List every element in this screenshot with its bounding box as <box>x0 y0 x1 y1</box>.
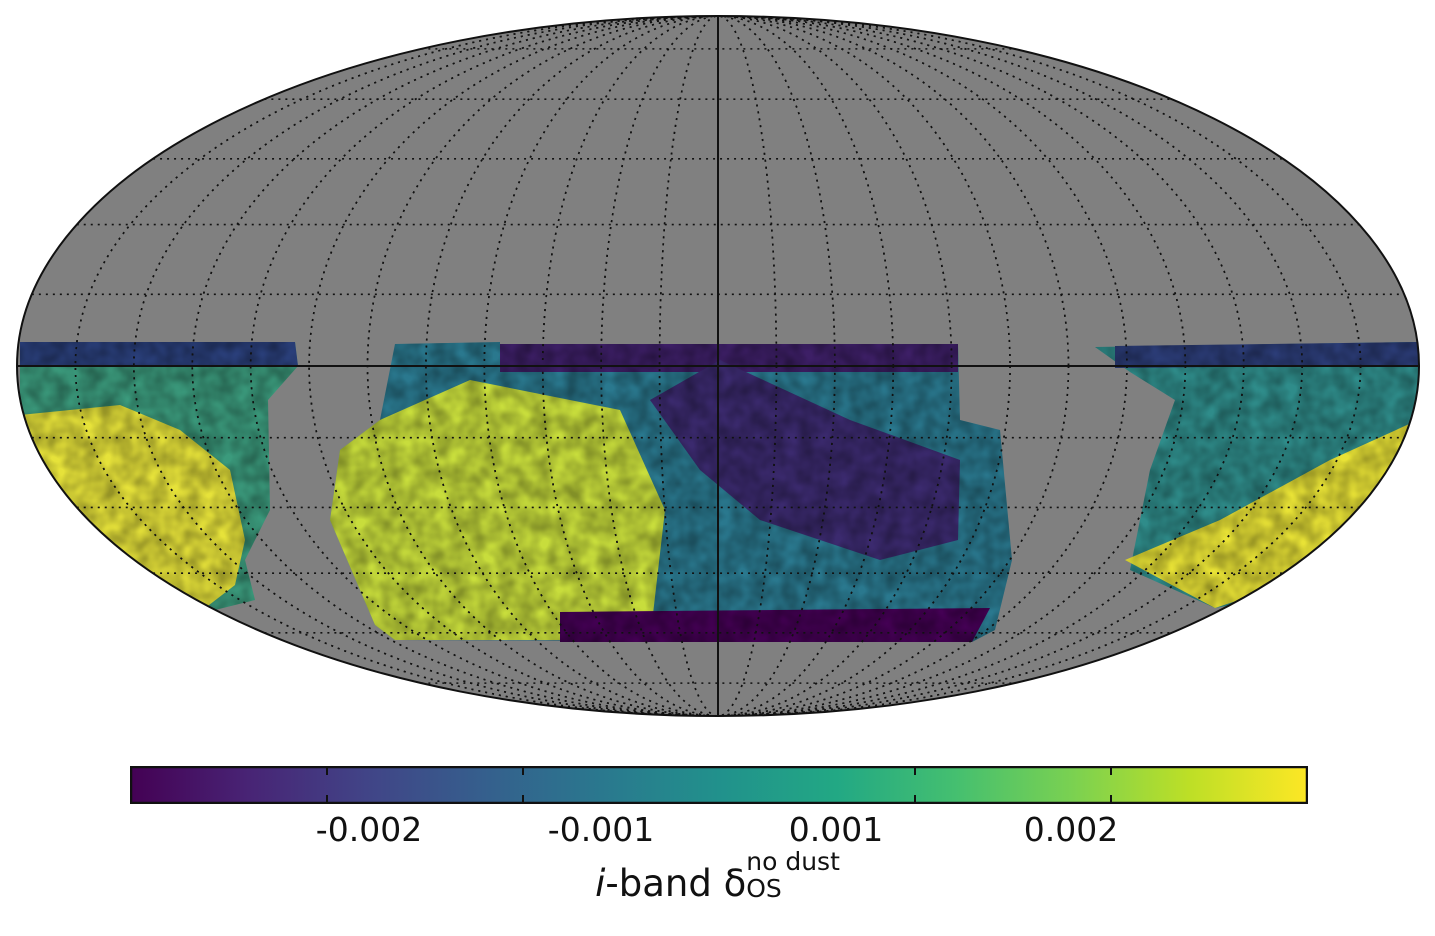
colorbar-label-sup: no dust <box>746 846 840 876</box>
colorbar-tick-label: -0.001 <box>547 810 655 849</box>
colorbar-label-sub: OS <box>746 873 782 903</box>
colorbar-label-text: -band δ <box>605 862 747 905</box>
colorbar <box>130 766 1308 804</box>
colorbar-ticks <box>326 767 1112 803</box>
map-border <box>16 15 1420 717</box>
colorbar-label: i-band δ no dust OS <box>0 849 1435 906</box>
colorbar-tick-label: 0.002 <box>1023 810 1119 849</box>
colorbar-label-band: i <box>595 862 606 905</box>
colorbar-tick-label: -0.002 <box>315 810 423 849</box>
colorbar-gradient <box>130 766 1308 804</box>
colorbar-tick-label: 0.001 <box>788 810 884 849</box>
